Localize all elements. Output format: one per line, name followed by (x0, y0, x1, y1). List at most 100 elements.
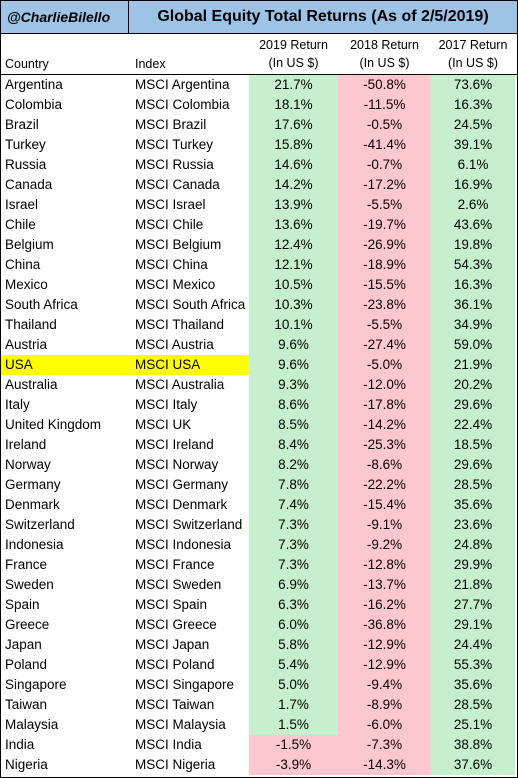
table-row: Poland MSCI Poland 5.4% -12.9% 55.3% (1, 655, 517, 675)
cell-return-2018: -15.5% (338, 275, 431, 295)
cell-index: MSCI China (135, 257, 208, 272)
cell-return-2018: -9.4% (338, 675, 431, 695)
cell-return-2018: -5.5% (338, 195, 431, 215)
cell-return-2019: 21.7% (249, 75, 338, 95)
cell-return-2017: 20.2% (431, 375, 515, 395)
cell-index: MSCI Germany (135, 477, 229, 492)
table-row: Russia MSCI Russia 14.6% -0.7% 6.1% (1, 155, 517, 175)
cell-return-2017: 23.6% (431, 515, 515, 535)
cell-return-2019: 15.8% (249, 135, 338, 155)
table-row: Canada MSCI Canada 14.2% -17.2% 16.9% (1, 175, 517, 195)
cell-country: Malaysia (5, 717, 59, 732)
cell-country: Belgium (5, 237, 54, 252)
cell-return-2019: 5.0% (249, 675, 338, 695)
table-row: Belgium MSCI Belgium 12.4% -26.9% 19.8% (1, 235, 517, 255)
cell-index: MSCI Spain (135, 597, 208, 612)
cell-return-2017: 54.3% (431, 255, 515, 275)
cell-index: MSCI Russia (135, 157, 214, 172)
cell-return-2017: 34.9% (431, 315, 515, 335)
cell-return-2019: 10.1% (249, 315, 338, 335)
table-row: Mexico MSCI Mexico 10.5% -15.5% 16.3% (1, 275, 517, 295)
cell-return-2019: 1.5% (249, 715, 338, 735)
cell-index: MSCI Indonesia (135, 537, 232, 552)
cell-index: MSCI Thailand (135, 317, 225, 332)
cell-index: MSCI Japan (135, 637, 210, 652)
cell-return-2019: 6.9% (249, 575, 338, 595)
cell-return-2018: -50.8% (338, 75, 431, 95)
cell-return-2018: -17.2% (338, 175, 431, 195)
cell-return-2017: 59.0% (431, 335, 515, 355)
cell-return-2017: 38.8% (431, 735, 515, 755)
cell-return-2018: -13.7% (338, 575, 431, 595)
cell-country: South Africa (5, 297, 78, 312)
cell-return-2017: 29.6% (431, 395, 515, 415)
cell-index: MSCI France (135, 557, 215, 572)
table-row: Denmark MSCI Denmark 7.4% -15.4% 35.6% (1, 495, 517, 515)
cell-return-2019: 6.3% (249, 595, 338, 615)
cell-index: MSCI Malaysia (135, 717, 226, 732)
table-row: Brazil MSCI Brazil 17.6% -0.5% 24.5% (1, 115, 517, 135)
cell-index: MSCI Nigeria (135, 757, 216, 772)
cell-return-2017: 35.6% (431, 675, 515, 695)
cell-return-2017: 43.6% (431, 215, 515, 235)
table-row: Chile MSCI Chile 13.6% -19.7% 43.6% (1, 215, 517, 235)
cell-return-2019: 7.3% (249, 555, 338, 575)
cell-return-2017: 73.6% (431, 75, 515, 95)
cell-index: MSCI USA (131, 355, 249, 375)
cell-return-2019: 9.6% (249, 335, 338, 355)
cell-return-2019: 9.6% (249, 355, 338, 375)
cell-return-2017: 25.1% (431, 715, 515, 735)
column-header-index: Index (135, 57, 166, 71)
table-row: Turkey MSCI Turkey 15.8% -41.4% 39.1% (1, 135, 517, 155)
column-headers: Country Index 2019 Return (In US $) 2018… (1, 34, 517, 75)
cell-index: MSCI India (135, 737, 202, 752)
cell-return-2018: -12.0% (338, 375, 431, 395)
table-row: Argentina MSCI Argentina 21.7% -50.8% 73.6% (1, 75, 517, 95)
cell-country: Colombia (5, 97, 63, 112)
cell-country: Austria (5, 337, 48, 352)
table-row: Ireland MSCI Ireland 8.4% -25.3% 18.5% (1, 435, 517, 455)
cell-country: Switzerland (5, 517, 75, 532)
cell-return-2019: 7.4% (249, 495, 338, 515)
cell-return-2017: 55.3% (431, 655, 515, 675)
cell-return-2018: -36.8% (338, 615, 431, 635)
cell-return-2019: 7.3% (249, 535, 338, 555)
cell-return-2019: 5.4% (249, 655, 338, 675)
cell-country: Greece (5, 617, 50, 632)
cell-return-2018: -18.9% (338, 255, 431, 275)
cell-return-2019: 12.1% (249, 255, 338, 275)
cell-return-2017: 16.3% (431, 95, 515, 115)
column-header-2017-line1: 2017 Return (438, 38, 508, 52)
table-row: Spain MSCI Spain 6.3% -16.2% 27.7% (1, 595, 517, 615)
cell-return-2019: 13.6% (249, 215, 338, 235)
cell-return-2018: -22.2% (338, 475, 431, 495)
cell-return-2018: -27.4% (338, 335, 431, 355)
cell-country: Taiwan (5, 697, 48, 712)
table-row: Malaysia MSCI Malaysia 1.5% -6.0% 25.1% (1, 715, 517, 735)
cell-return-2018: -5.5% (338, 315, 431, 335)
cell-index: MSCI Sweden (135, 577, 222, 592)
cell-return-2018: -11.5% (338, 95, 431, 115)
cell-country: Chile (5, 217, 36, 232)
cell-index: MSCI Colombia (135, 97, 230, 112)
table-row: South Africa MSCI South Africa 10.3% -23.8%… (1, 295, 517, 315)
table-row: Indonesia MSCI Indonesia 7.3% -9.2% 24.8% (1, 535, 517, 555)
cell-country: Nigeria (5, 757, 48, 772)
cell-return-2017: 21.8% (431, 575, 515, 595)
cell-country: Germany (5, 477, 61, 492)
cell-return-2019: 13.9% (249, 195, 338, 215)
cell-return-2018: -25.3% (338, 435, 431, 455)
cell-country: Canada (5, 177, 53, 192)
cell-return-2019: 7.8% (249, 475, 338, 495)
table-row: Sweden MSCI Sweden 6.9% -13.7% 21.8% (1, 575, 517, 595)
table-body: Argentina MSCI Argentina 21.7% -50.8% 73.6% C… (1, 75, 517, 775)
cell-return-2019: -1.5% (249, 735, 338, 755)
cell-index: MSCI Belgium (135, 237, 222, 252)
table-row: Singapore MSCI Singapore 5.0% -9.4% 35.6% (1, 675, 517, 695)
cell-return-2018: -0.7% (338, 155, 431, 175)
cell-return-2019: 9.3% (249, 375, 338, 395)
cell-return-2019: 8.2% (249, 455, 338, 475)
cell-return-2017: 35.6% (431, 495, 515, 515)
cell-return-2019: 10.5% (249, 275, 338, 295)
